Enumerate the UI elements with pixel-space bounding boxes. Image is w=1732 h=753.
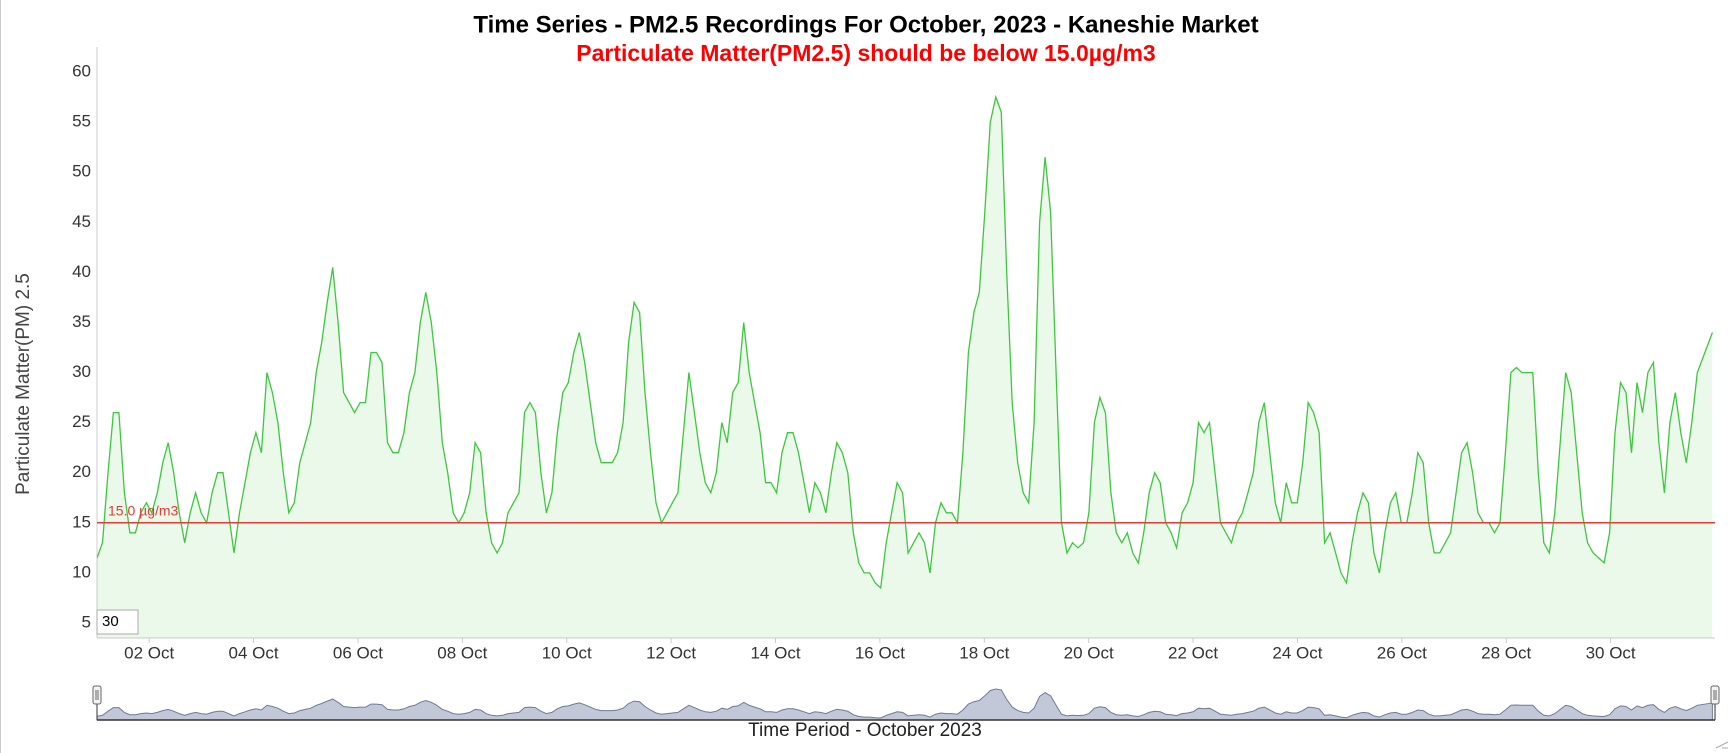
x-tick-label: 04 Oct: [229, 643, 279, 662]
chart-title: Time Series - PM2.5 Recordings For Octob…: [473, 11, 1258, 38]
resize-grip: [1715, 741, 1729, 749]
x-tick-label: 14 Oct: [750, 643, 800, 662]
y-tick-label: 10: [72, 562, 91, 581]
x-tick-label: 16 Oct: [855, 643, 905, 662]
navigator-handle[interactable]: [1710, 685, 1720, 705]
y-tick-label: 60: [72, 62, 91, 81]
y-tick-label: 40: [72, 262, 91, 281]
x-tick-label: 30 Oct: [1586, 643, 1636, 662]
x-tick-label: 26 Oct: [1377, 643, 1427, 662]
y-tick-label: 25: [72, 412, 91, 431]
x-tick-label: 12 Oct: [646, 643, 696, 662]
y-tick-label: 5: [82, 612, 91, 631]
x-tick-label: 02 Oct: [124, 643, 174, 662]
chart-subtitle: Particulate Matter(PM2.5) should be belo…: [576, 40, 1155, 66]
x-tick-label: 20 Oct: [1064, 643, 1114, 662]
x-tick-label: 18 Oct: [959, 643, 1009, 662]
navigator-series: [96, 688, 1713, 721]
y-tick-label: 15: [72, 512, 91, 531]
y-tick-label: 45: [72, 212, 91, 231]
x-tick-label: 24 Oct: [1272, 643, 1322, 662]
y-tick-label: 50: [72, 162, 91, 181]
threshold-label: 15.0 µg/m3: [108, 503, 179, 519]
x-axis-title: Time Period - October 2023: [748, 720, 982, 741]
range-input-box: [96, 609, 139, 635]
range-input: 30: [102, 613, 119, 630]
x-tick-label: 28 Oct: [1481, 643, 1531, 662]
area: [97, 97, 1713, 638]
navigator-handle[interactable]: [92, 685, 102, 705]
x-tick-label: 08 Oct: [437, 643, 487, 662]
line: [97, 94, 1714, 590]
x-tick-label: 06 Oct: [333, 643, 383, 662]
y-tick-label: 30: [72, 362, 91, 381]
y-tick-label: 35: [72, 312, 91, 331]
y-tick-label: 55: [72, 112, 91, 131]
y-tick-label: 20: [72, 462, 91, 481]
x-tick-label: 22 Oct: [1168, 643, 1218, 662]
x-tick-label: 10 Oct: [542, 643, 592, 662]
y-axis-title: Particulate Matter(PM) 2.5: [13, 273, 34, 495]
